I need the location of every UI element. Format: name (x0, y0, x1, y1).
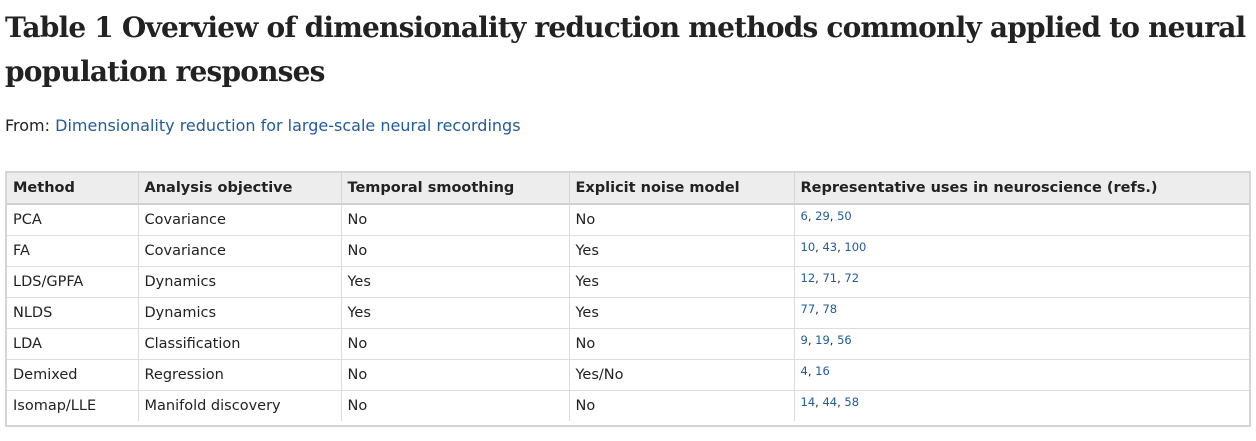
cell-references: 4, 16 (794, 359, 1249, 391)
reference-link[interactable]: 16 (815, 363, 830, 378)
cell-temporal-smoothing: Yes (341, 266, 570, 298)
table-row: FA Covariance No Yes 10, 43, 100 (7, 235, 1249, 267)
cell-explicit-noise-model: Yes (569, 266, 795, 298)
reference-link[interactable]: 6 (800, 209, 808, 223)
table-row: LDA Classification No No 9, 19, 56 (7, 328, 1249, 360)
cell-explicit-noise-model: No (569, 390, 795, 421)
cell-method: LDA (7, 328, 139, 360)
table-header-row: Method Analysis objective Temporal smoot… (7, 173, 1249, 205)
reference-link[interactable]: 9 (800, 332, 808, 347)
cell-references: 10, 43, 100 (794, 235, 1249, 267)
reference-link[interactable]: 71 (822, 270, 838, 285)
table-row: PCA Covariance No No 6, 29, 50 (7, 204, 1249, 236)
reference-separator: , (837, 394, 845, 409)
cell-analysis-objective: Manifold discovery (138, 390, 342, 421)
cell-references: 12, 71, 72 (794, 266, 1249, 298)
cell-temporal-smoothing: No (341, 359, 570, 391)
header-analysis-objective: Analysis objective (138, 173, 342, 205)
source-line: From: Dimensionality reduction for large… (5, 114, 521, 138)
reference-link[interactable]: 19 (815, 332, 830, 347)
cell-analysis-objective: Covariance (138, 235, 342, 267)
reference-link[interactable]: 78 (822, 301, 838, 316)
reference-link[interactable]: 12 (800, 270, 816, 285)
methods-table: Method Analysis objective Temporal smoot… (7, 173, 1249, 421)
reference-separator: , (815, 301, 823, 316)
reference-link[interactable]: 77 (800, 301, 816, 316)
cell-explicit-noise-model: Yes/No (569, 359, 795, 391)
reference-link[interactable]: 14 (800, 394, 816, 409)
cell-method: FA (7, 235, 139, 267)
table-row: NLDS Dynamics Yes Yes 77, 78 (7, 297, 1249, 329)
cell-analysis-objective: Regression (138, 359, 342, 391)
cell-method: LDS/GPFA (7, 266, 139, 298)
header-representative-uses: Representative uses in neuroscience (ref… (794, 173, 1249, 205)
reference-link[interactable]: 72 (844, 270, 860, 285)
cell-references: 6, 29, 50 (794, 204, 1249, 236)
cell-analysis-objective: Dynamics (138, 297, 342, 329)
reference-link[interactable]: 10 (800, 239, 816, 254)
reference-separator: , (837, 270, 845, 285)
reference-separator: , (815, 394, 823, 409)
cell-temporal-smoothing: No (341, 390, 570, 421)
cell-references: 9, 19, 56 (794, 328, 1249, 360)
table-row: Demixed Regression No Yes/No 4, 16 (7, 359, 1249, 391)
reference-separator: , (815, 239, 823, 254)
cell-temporal-smoothing: No (341, 328, 570, 360)
cell-explicit-noise-model: No (569, 328, 795, 360)
reference-separator: , (837, 239, 845, 254)
cell-references: 77, 78 (794, 297, 1249, 329)
page-title: Table 1 Overview of dimensionality reduc… (5, 11, 1246, 88)
reference-separator: , (829, 209, 838, 223)
cell-explicit-noise-model: No (569, 204, 795, 236)
reference-separator: , (815, 270, 823, 285)
reference-link[interactable]: 43 (822, 239, 838, 254)
cell-temporal-smoothing: No (341, 204, 570, 236)
reference-link[interactable]: 58 (844, 394, 860, 409)
cell-method: PCA (7, 204, 139, 236)
header-explicit-noise-model: Explicit noise model (569, 173, 795, 205)
reference-link[interactable]: 4 (800, 363, 808, 378)
methods-table-container: Method Analysis objective Temporal smoot… (5, 171, 1251, 427)
reference-separator: , (807, 363, 816, 378)
cell-method: NLDS (7, 297, 139, 329)
cell-method: Isomap/LLE (7, 390, 139, 421)
cell-temporal-smoothing: No (341, 235, 570, 267)
cell-temporal-smoothing: Yes (341, 297, 570, 329)
reference-separator: , (807, 209, 816, 223)
reference-link[interactable]: 100 (844, 239, 867, 254)
header-temporal-smoothing: Temporal smoothing (341, 173, 570, 205)
reference-link[interactable]: 56 (837, 332, 852, 347)
reference-link[interactable]: 50 (837, 209, 852, 223)
reference-separator: , (807, 332, 816, 347)
cell-references: 14, 44, 58 (794, 390, 1249, 421)
header-method: Method (7, 173, 139, 205)
table-row: LDS/GPFA Dynamics Yes Yes 12, 71, 72 (7, 266, 1249, 298)
source-article-link[interactable]: Dimensionality reduction for large-scale… (55, 116, 521, 135)
from-label: From: (5, 116, 51, 135)
cell-method: Demixed (7, 359, 139, 391)
reference-link[interactable]: 29 (815, 209, 830, 223)
cell-analysis-objective: Classification (138, 328, 342, 360)
reference-separator: , (829, 332, 838, 347)
cell-explicit-noise-model: Yes (569, 297, 795, 329)
table-row: Isomap/LLE Manifold discovery No No 14, 44, … (7, 390, 1249, 421)
cell-analysis-objective: Dynamics (138, 266, 342, 298)
reference-link[interactable]: 44 (822, 394, 838, 409)
cell-explicit-noise-model: Yes (569, 235, 795, 267)
cell-analysis-objective: Covariance (138, 204, 342, 236)
